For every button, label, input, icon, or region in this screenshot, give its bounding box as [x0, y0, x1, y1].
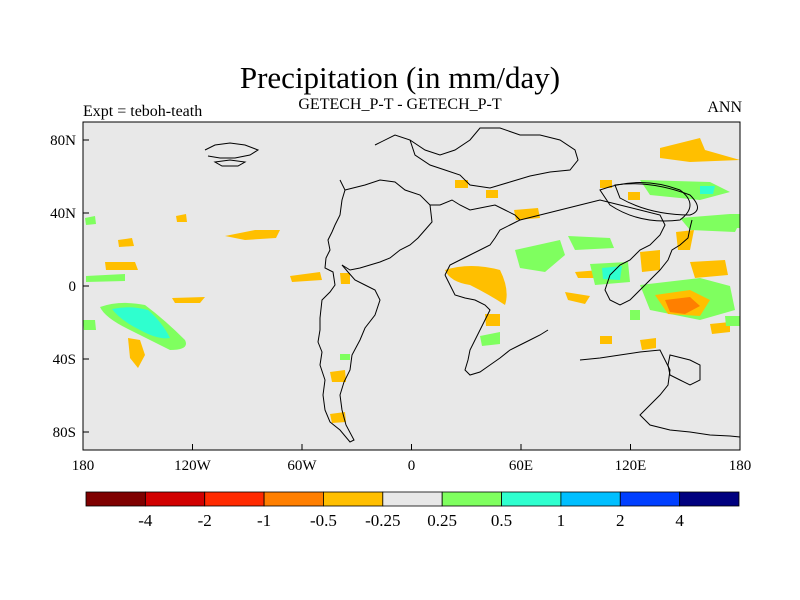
- colorbar-swatch: [144, 491, 206, 507]
- anomaly-neg-wp3: [640, 250, 660, 272]
- colorbar-swatch: [619, 491, 681, 507]
- colorbar-swatch: [204, 491, 265, 507]
- coastline-greenland: [374, 127, 579, 189]
- coastline-island-ring2: [614, 183, 698, 216]
- colorbar-swatch: [501, 491, 562, 507]
- colorbar-swatch: [263, 491, 324, 507]
- anomaly-pos-africa: [515, 240, 565, 272]
- anomaly-pos-6: [85, 216, 96, 225]
- colorbar-label: -0.5: [310, 511, 337, 530]
- colorbar-swatch: [441, 491, 502, 507]
- anomaly-neg-asia2: [628, 192, 640, 200]
- anomaly-neg-wp4: [710, 322, 730, 334]
- colorbar-swatch: [382, 491, 443, 507]
- colorbar-label: -2: [198, 511, 212, 530]
- anomaly-neg-wp2: [690, 260, 728, 278]
- season-label: ANN: [707, 99, 742, 116]
- coastline-antarctica: [579, 349, 741, 438]
- anomaly-pos-e2: [480, 332, 500, 346]
- coastline-americas: [317, 179, 381, 443]
- anomaly-neg-sa2: [330, 412, 346, 423]
- anomaly-neg2-wp: [665, 297, 700, 314]
- y-tick-label: 80N: [50, 133, 76, 149]
- coastline-asia: [519, 199, 693, 306]
- x-tick-label: 180: [72, 458, 95, 474]
- colorbar-label: 1: [557, 511, 566, 530]
- y-tick-label: 40N: [50, 206, 76, 222]
- x-tick-label: 60E: [509, 458, 533, 474]
- x-tick-label: 120E: [615, 458, 647, 474]
- x-tick-label: 180: [729, 458, 752, 474]
- anomaly-neg-e3: [455, 180, 468, 188]
- anomaly-pos-wp5: [725, 316, 740, 326]
- anomaly-neg-wp7: [640, 338, 656, 350]
- colorbar-label: -4: [138, 511, 153, 530]
- map-title: Precipitation (in mm/day): [239, 60, 561, 95]
- y-tick-label: 0: [69, 279, 77, 295]
- anomaly-neg-e1: [485, 314, 500, 326]
- coastline-island-ring1: [599, 182, 691, 222]
- y-axis-ticks: [83, 139, 89, 433]
- anomaly-pos2-asia1: [700, 186, 715, 194]
- anomaly-neg-e4: [486, 190, 498, 198]
- coastlines: [204, 127, 741, 443]
- anomaly-neg-pacific-2: [172, 297, 205, 303]
- anomaly-neg-3: [225, 230, 280, 240]
- anomaly-neg-sa3: [340, 273, 350, 284]
- colorbar-label: 0.5: [491, 511, 512, 530]
- precip-anomaly-fills: [83, 138, 740, 423]
- colorbar-label: 0.25: [427, 511, 457, 530]
- coastline-island-small: [213, 159, 247, 167]
- anomaly-neg-ind2: [565, 292, 590, 304]
- anomaly-pos-sa: [340, 354, 350, 360]
- colorbar: -4 -2 -1 -0.5 -0.25 0.25 0.5 1 2 4: [85, 491, 740, 530]
- map-background: [83, 122, 740, 450]
- anomaly-neg-wp8: [600, 336, 612, 344]
- anomaly-neg-asia1: [660, 138, 740, 162]
- colorbar-label: -1: [257, 511, 271, 530]
- x-tick-label: 0: [408, 458, 416, 474]
- coastline-africa: [444, 274, 549, 376]
- y-tick-label: 40S: [53, 352, 76, 368]
- x-tick-label: 60W: [287, 458, 317, 474]
- anomaly-pos-me: [568, 236, 614, 250]
- anomaly-neg-pacific-1: [128, 338, 145, 368]
- colorbar-swatch: [323, 491, 384, 507]
- anomaly-neg-africa: [445, 266, 507, 305]
- colorbar-label: -0.25: [365, 511, 400, 530]
- x-tick-label: 120W: [174, 458, 212, 474]
- experiment-label: Expt = teboh-teath: [83, 103, 203, 120]
- anomaly-pos2-pacific: [112, 307, 170, 339]
- colorbar-label: 2: [616, 511, 625, 530]
- coastline-arctic-pieces: [204, 142, 260, 159]
- colorbar-swatch: [560, 491, 621, 507]
- anomaly-neg-e6: [600, 180, 612, 188]
- anomaly-neg-sa1: [330, 370, 346, 382]
- anomaly-pos-7: [83, 320, 96, 330]
- anomaly-neg-1: [105, 262, 138, 270]
- y-tick-label: 80S: [53, 425, 76, 441]
- colorbar-label: 4: [675, 511, 684, 530]
- anomaly-pos-wp9: [630, 310, 640, 320]
- anomaly-neg-5: [176, 214, 187, 222]
- colorbar-swatch: [679, 491, 740, 507]
- anomaly-neg-4: [290, 272, 322, 282]
- colorbar-swatch: [85, 491, 146, 507]
- anomaly-neg-2: [118, 238, 134, 247]
- anomaly-pos-wp6: [730, 214, 740, 228]
- coastline-na-arctic: [341, 179, 433, 271]
- anomaly-pos-eqpac: [86, 274, 125, 282]
- x-axis-ticks: [82, 444, 741, 450]
- dataset-label: GETECH_P-T - GETECH_P-T: [298, 96, 502, 113]
- anomaly-pos-asia2: [680, 214, 740, 232]
